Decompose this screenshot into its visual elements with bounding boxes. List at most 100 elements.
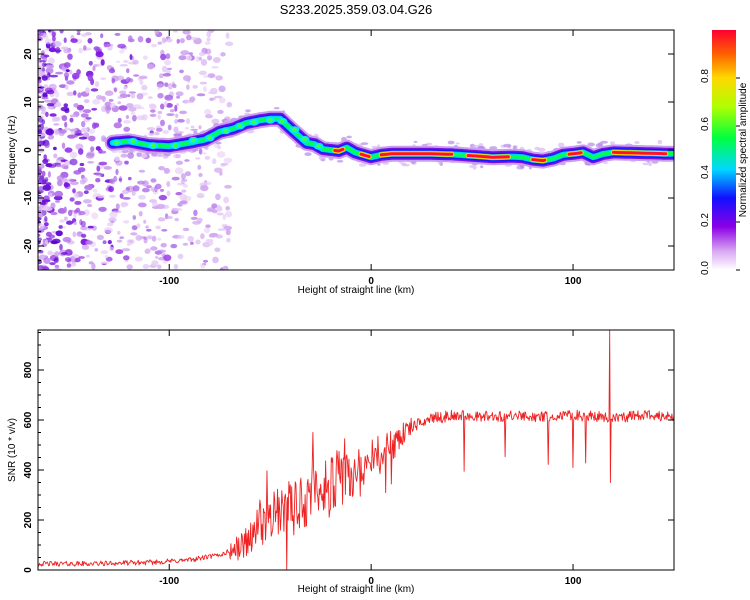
noise-speckle [43, 195, 50, 202]
noise-speckle [123, 220, 130, 224]
noise-speckle [83, 199, 92, 204]
noise-speckle [69, 69, 73, 75]
ridge-hot-red [567, 151, 583, 156]
noise-speckle [167, 38, 172, 43]
noise-speckle [45, 182, 52, 186]
noise-speckle [162, 130, 169, 134]
ridge-halo-speckle [576, 141, 582, 144]
ridge-halo-speckle [358, 163, 367, 167]
spectrogram-ridge [104, 110, 674, 169]
noise-speckle [100, 33, 104, 39]
noise-speckle [162, 260, 168, 264]
noise-speckle [199, 81, 208, 85]
noise-speckle [73, 212, 77, 218]
noise-speckle [85, 117, 92, 120]
noise-speckle [161, 37, 167, 44]
noise-speckle [142, 55, 148, 60]
noise-speckle [78, 148, 84, 155]
noise-speckle [214, 247, 221, 253]
noise-speckle [184, 159, 190, 162]
ridge-halo-speckle [336, 160, 344, 163]
noise-speckle [140, 153, 148, 159]
noise-speckle [179, 193, 188, 201]
noise-speckle [69, 151, 78, 159]
ridge-halo-speckle [558, 142, 565, 148]
noise-speckle [180, 50, 190, 56]
noise-speckle [109, 211, 118, 218]
noise-speckle [136, 223, 141, 228]
noise-speckle [38, 109, 41, 112]
noise-speckle [121, 189, 130, 195]
noise-speckle [211, 118, 220, 125]
noise-speckle [117, 150, 123, 154]
noise-speckle [209, 97, 215, 102]
noise-speckle [116, 239, 123, 243]
noise-speckle [200, 59, 208, 66]
ridge-halo-speckle [318, 156, 324, 160]
noise-speckle [53, 257, 59, 264]
x-tick-label: 0 [368, 276, 374, 287]
noise-speckle [173, 264, 179, 270]
chart-title: S233.2025.359.03.04.G26 [280, 2, 433, 17]
colorbar-tick-label: 0.2 [700, 213, 711, 227]
y-tick-label: 20 [23, 48, 34, 60]
noise-speckle [91, 212, 99, 220]
noise-speckle [100, 135, 107, 143]
noise-speckle [212, 57, 221, 63]
ridge-blob-core [267, 118, 273, 123]
noise-speckle [223, 196, 230, 204]
noise-speckle [110, 178, 116, 185]
noise-speckle [134, 256, 143, 262]
noise-speckle [58, 225, 63, 229]
noise-speckle [177, 253, 184, 260]
noise-speckle [157, 110, 163, 115]
noise-speckle [173, 30, 178, 33]
noise-speckle [188, 52, 194, 55]
noise-speckle [120, 204, 126, 208]
noise-speckle [205, 224, 211, 228]
noise-speckle [126, 264, 133, 270]
noise-speckle [183, 75, 191, 82]
noise-speckle [44, 87, 53, 93]
noise-speckle [150, 109, 156, 113]
noise-speckle [149, 103, 156, 107]
noise-speckle [206, 240, 214, 246]
noise-speckle [143, 219, 147, 224]
noise-speckle [136, 93, 144, 100]
noise-speckle [217, 145, 222, 150]
snr-panel: -100 0 100 0 200 400 600 800 Height of straigh… [7, 329, 675, 595]
noise-speckle [69, 128, 78, 132]
noise-speckle [185, 55, 193, 61]
noise-speckle [52, 35, 56, 42]
x-tick-label: 0 [368, 576, 374, 587]
noise-speckle [76, 30, 81, 33]
noise-speckle [146, 228, 152, 232]
noise-speckle [203, 227, 210, 233]
noise-speckle [103, 227, 113, 234]
noise-speckle [158, 194, 168, 201]
noise-speckle [70, 262, 77, 267]
noise-speckle [74, 133, 84, 136]
noise-speckle [154, 30, 159, 35]
noise-speckle [225, 32, 230, 39]
noise-speckle [49, 262, 56, 266]
ridge-halo-speckle [489, 146, 498, 150]
noise-speckle [77, 167, 86, 173]
snr-frame [37, 329, 675, 571]
noise-speckle [102, 240, 107, 245]
noise-speckle [139, 80, 144, 85]
noise-speckle [81, 244, 90, 250]
noise-speckle [44, 216, 48, 222]
ridge-halo-speckle [503, 143, 512, 148]
noise-speckle [157, 114, 161, 120]
noise-speckle [119, 49, 125, 54]
noise-speckle [66, 240, 75, 245]
noise-speckle [176, 234, 185, 240]
noise-speckle [117, 117, 122, 123]
ridge-blob-core [172, 143, 178, 148]
noise-speckle [188, 237, 193, 243]
ridge-halo-speckle [634, 140, 640, 145]
noise-speckle [45, 128, 54, 136]
noise-speckle [146, 127, 156, 131]
noise-speckle [38, 217, 42, 221]
